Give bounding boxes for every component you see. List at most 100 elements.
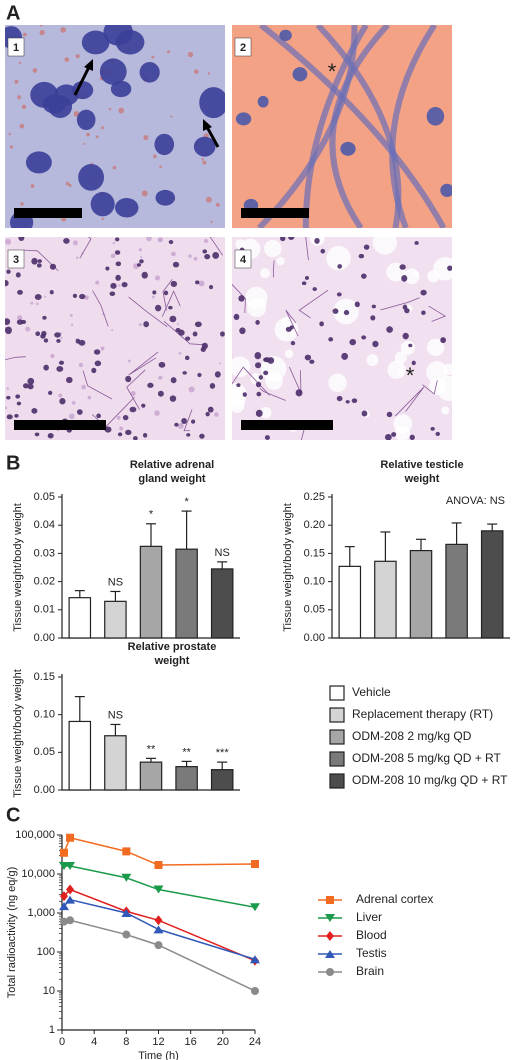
legend-swatch — [329, 751, 345, 767]
nucleus — [43, 338, 49, 343]
nucleus — [289, 325, 294, 330]
membrane — [428, 305, 447, 322]
nucleus — [343, 310, 350, 316]
texture — [68, 413, 75, 420]
membrane — [128, 296, 168, 328]
legend-marker — [325, 914, 335, 922]
nucleus — [328, 337, 334, 342]
bar — [104, 735, 127, 791]
membrane — [259, 388, 286, 401]
x-tick-label: 0 — [59, 1036, 65, 1048]
nucleus — [172, 261, 180, 268]
nucleus — [185, 336, 191, 341]
y-tick-label: 100 — [37, 946, 55, 958]
texture — [138, 248, 143, 252]
nucleus — [386, 326, 393, 333]
nucleus — [109, 291, 116, 297]
membrane — [422, 380, 438, 395]
nucleus — [129, 406, 137, 413]
nucleus — [220, 331, 225, 337]
texture — [81, 384, 86, 390]
membrane — [183, 409, 193, 432]
texture — [178, 351, 182, 355]
texture — [158, 375, 163, 380]
membrane — [285, 309, 299, 337]
marker — [154, 941, 163, 950]
texture — [207, 72, 210, 75]
nucleus — [76, 109, 96, 130]
nucleus — [263, 370, 269, 376]
nucleus — [361, 335, 367, 340]
texture — [151, 55, 155, 59]
image-number: 4 — [240, 254, 247, 266]
nucleus — [279, 29, 292, 41]
micrograph: 1 — [5, 25, 225, 228]
membrane — [305, 237, 309, 261]
texture — [25, 326, 31, 332]
nucleus — [399, 264, 406, 270]
nucleus — [141, 403, 146, 408]
nucleus — [363, 244, 370, 250]
nucleus — [209, 383, 216, 389]
legend-label: Blood — [356, 928, 387, 942]
nucleus — [6, 269, 11, 274]
nucleus — [49, 289, 54, 295]
nucleus — [320, 248, 326, 254]
nucleus — [114, 197, 139, 218]
texture — [426, 338, 445, 357]
nucleus — [208, 285, 214, 290]
y-tick-label: 0.02 — [34, 576, 55, 588]
nucleus — [255, 409, 263, 417]
y-tick-label: 0.00 — [304, 632, 325, 644]
nucleus — [351, 398, 358, 404]
significance: NS — [215, 547, 230, 559]
y-tick-label: 1,000 — [27, 907, 55, 919]
texture — [72, 240, 78, 246]
bar — [139, 761, 163, 791]
texture — [84, 295, 89, 300]
nucleus — [114, 237, 120, 242]
arrow — [73, 66, 91, 96]
nucleus — [255, 319, 260, 325]
texture — [64, 57, 70, 62]
texture — [412, 270, 419, 277]
panel-label: C — [6, 804, 20, 826]
nucleus — [201, 342, 208, 350]
nucleus — [195, 280, 200, 285]
texture — [140, 256, 143, 259]
nucleus — [263, 357, 271, 363]
texture — [176, 323, 179, 326]
chart-title: Relative adrenal — [130, 459, 214, 471]
nucleus — [6, 414, 13, 420]
membrane — [23, 249, 59, 272]
texture — [154, 410, 160, 416]
y-tick-label: 0.15 — [34, 671, 55, 683]
nucleus — [182, 371, 187, 375]
nucleus — [258, 375, 264, 380]
membrane — [128, 351, 159, 376]
y-tick-label: 0.25 — [304, 491, 325, 503]
texture — [215, 202, 220, 207]
nucleus — [163, 290, 169, 296]
nucleus — [168, 305, 173, 310]
marker — [122, 930, 131, 939]
texture — [366, 354, 379, 367]
nucleus — [139, 61, 160, 83]
bar — [445, 543, 468, 639]
nucleus — [47, 432, 54, 439]
marker — [59, 902, 70, 911]
micrograph-content — [232, 237, 452, 440]
texture — [170, 115, 173, 118]
number-box — [7, 37, 25, 57]
texture — [141, 190, 148, 197]
x-tick-label: 24 — [249, 1036, 261, 1048]
texture — [188, 254, 192, 258]
nucleus — [214, 371, 221, 378]
texture — [232, 398, 245, 413]
nucleus — [27, 383, 34, 390]
legend-label: ODM-208 2 mg/kg QD — [352, 729, 472, 743]
texture — [71, 401, 76, 405]
nucleus — [17, 289, 23, 295]
legend-label: Brain — [356, 964, 384, 978]
texture — [110, 253, 116, 259]
